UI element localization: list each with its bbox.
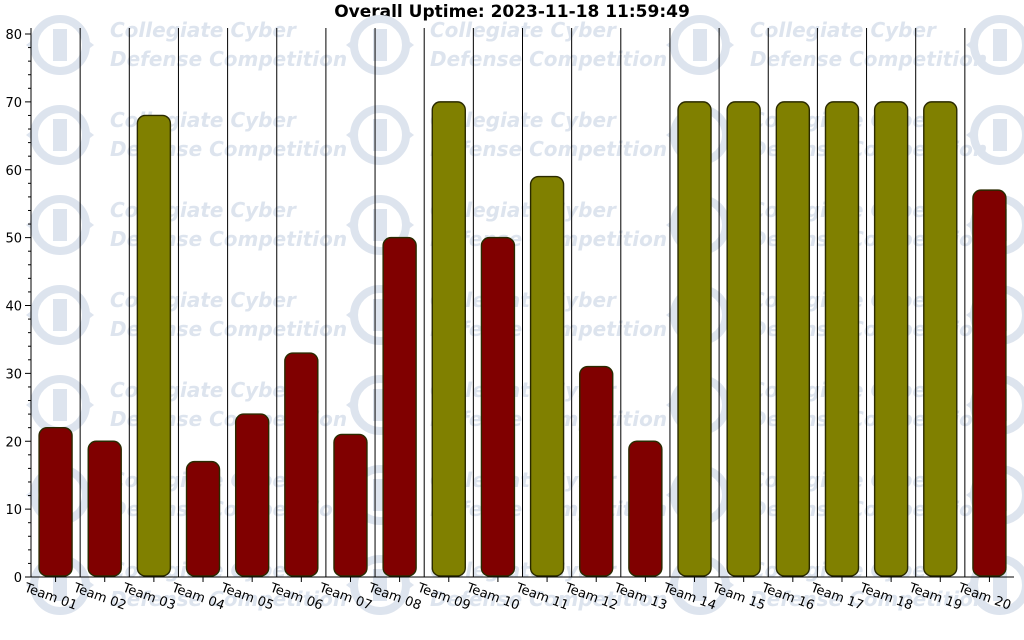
y-tick-label: 70 [5,96,22,111]
bar-team-04 [185,460,221,577]
bar-team-18 [873,101,909,577]
watermark-logo-icon [666,15,734,75]
watermark-line1: Collegiate Cyber [750,18,937,42]
watermark-line1: Collegiate Cyber [110,18,297,42]
y-tick-label: 10 [5,503,22,518]
bar-team-16 [775,101,811,577]
watermark-logo-icon [346,195,414,255]
watermark-line2: Defense Competition [430,137,667,161]
watermark-line2: Defense Competition [750,47,987,71]
watermark-logo-icon [26,15,94,75]
bar-team-14 [677,101,712,577]
watermark-line1: Collegiate Cyber [430,18,617,42]
bar-team-06 [284,352,319,577]
watermark-logo-icon [26,105,94,165]
bar-team-17 [824,101,860,577]
y-tick-label: 80 [5,28,22,43]
y-tick-label: 0 [14,571,22,586]
bar-team-12 [579,365,614,577]
watermark-line2: Defense Competition [750,587,987,611]
chart-title: Overall Uptime: 2023-11-18 11:59:49 [334,2,690,22]
y-tick-label: 40 [5,300,22,315]
bar-team-03 [136,114,172,577]
watermark-logo-icon [966,105,1024,165]
watermark-logo-icon [26,375,94,435]
watermark-line2: Defense Competition [110,587,347,611]
y-tick-label: 50 [5,232,22,247]
watermark-line2: Defense Competition [110,47,347,71]
bar-team-20 [972,189,1007,577]
watermark-logo-icon [346,15,414,75]
bar-team-13 [628,440,663,577]
bar-team-07 [333,433,368,577]
bar-team-08 [382,236,417,577]
y-tick-label: 20 [5,435,22,450]
bar-team-09 [431,101,466,577]
y-tick-label: 30 [5,367,22,382]
bar-team-10 [480,236,516,577]
y-tick-label: 60 [5,164,22,179]
bar-team-05 [234,413,270,577]
bar-team-02 [87,440,122,577]
bar-team-19 [923,101,958,577]
x-tick-label: Team 02 [70,580,128,613]
watermark-logo-icon [966,15,1024,75]
watermark-line2: Defense Competition [430,47,667,71]
bar-team-01 [38,426,73,577]
watermark-logo-icon [26,285,94,345]
watermark-line2: Defense Competition [430,587,667,611]
bar-team-15 [726,101,761,577]
watermark-logo-icon [346,105,414,165]
watermark-logo-icon [26,195,94,255]
bar-team-11 [529,175,565,577]
